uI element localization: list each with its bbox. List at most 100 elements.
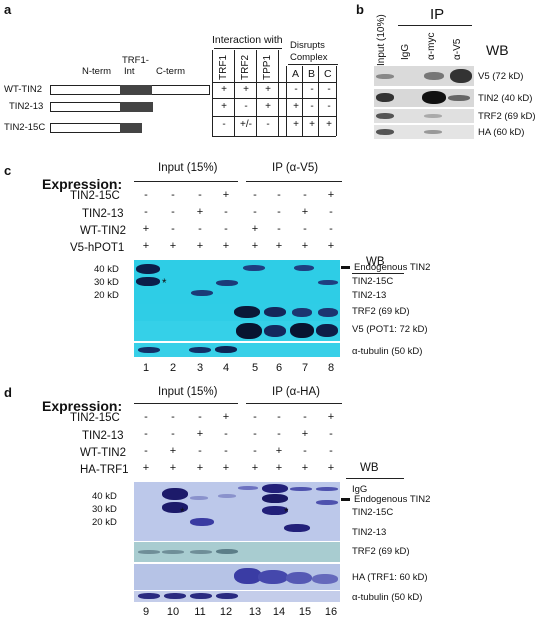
blot-d-tin2 xyxy=(134,482,340,541)
label-c-tubulin: α-tubulin (50 kD) xyxy=(352,346,423,357)
mw-20-d: 20 kD xyxy=(92,517,117,528)
nterm-label: N-term xyxy=(82,66,112,77)
expression-cell: - xyxy=(329,223,333,235)
mw-30-c: 30 kD xyxy=(94,277,119,288)
col-b: B xyxy=(308,68,316,80)
trf1-int-domain-13 xyxy=(120,102,153,112)
expression-cell: + xyxy=(196,206,204,218)
mw-20-c: 20 kD xyxy=(94,290,119,301)
table-a-cell: - xyxy=(244,101,248,112)
lane-number: 6 xyxy=(275,362,283,374)
col-c: C xyxy=(324,68,332,80)
ip-label-c: IP (α-V5) xyxy=(272,162,319,174)
row-label-c-wt: WT-TIN2 xyxy=(80,225,126,237)
table-a-cell: + xyxy=(293,101,299,112)
label-c-pot1: V5 (POT1: 72 kD) xyxy=(352,324,428,335)
trf1-int-domain-wt xyxy=(120,85,152,95)
row-label-d-wt: WT-TIN2 xyxy=(80,447,126,459)
lane-number: 16 xyxy=(324,606,338,618)
col-a: A xyxy=(292,68,300,80)
expression-cell: + xyxy=(222,240,230,252)
table-a-cell: - xyxy=(294,84,298,95)
lane-number: 2 xyxy=(169,362,177,374)
panel-c-label: c xyxy=(4,163,12,178)
table-a-cell: - xyxy=(310,84,314,95)
expression-cell: - xyxy=(303,223,307,235)
expression-cell: - xyxy=(224,223,228,235)
expression-cell: - xyxy=(171,223,175,235)
table-a-cell: + xyxy=(221,101,227,112)
expression-cell: - xyxy=(171,189,175,201)
table-a-cell: - xyxy=(327,84,331,95)
row-label-c-13: TIN2-13 xyxy=(82,208,124,220)
disrupts-header-2: Complex xyxy=(290,52,328,63)
input-label-d: Input (15%) xyxy=(158,386,218,398)
expression-cell: + xyxy=(301,428,309,440)
expression-cell: + xyxy=(251,223,259,235)
expression-cell: - xyxy=(171,428,175,440)
label-d-endog: Endogenous TIN2 xyxy=(354,494,431,505)
lane-number: 14 xyxy=(272,606,286,618)
panel-d-label: d xyxy=(4,385,12,400)
expression-cell: - xyxy=(198,189,202,201)
table-a-cell: + xyxy=(221,84,227,95)
label-d-tubulin: α-tubulin (50 kD) xyxy=(352,592,423,603)
expression-cell: - xyxy=(198,411,202,423)
expression-cell: + xyxy=(196,428,204,440)
lane-number: 15 xyxy=(298,606,312,618)
wb-label-b: WB xyxy=(486,42,509,58)
expression-cell: - xyxy=(198,445,202,457)
lane-igg: IgG xyxy=(400,43,411,60)
expression-cell: - xyxy=(253,206,257,218)
lane-number: 3 xyxy=(196,362,204,374)
blot-d-trf2 xyxy=(134,542,340,562)
expression-cell: - xyxy=(198,223,202,235)
expression-cell: + xyxy=(196,240,204,252)
expression-cell: + xyxy=(169,462,177,474)
table-a-cell: - xyxy=(222,119,226,130)
blot-c-tubulin xyxy=(134,343,340,357)
label-c-trf2: TRF2 (69 kD) xyxy=(352,306,410,317)
blot-b-ha xyxy=(374,125,474,139)
row-label-c-15c: TIN2-15C xyxy=(70,190,120,202)
row-label-c-pot1: V5-hPOT1 xyxy=(70,242,125,254)
label-d-trf1: HA (TRF1: 60 kD) xyxy=(352,572,428,583)
lane-number: 1 xyxy=(142,362,150,374)
blot-b-tin2-label: TIN2 (40 kD) xyxy=(478,93,533,104)
lane-number: 5 xyxy=(251,362,259,374)
row-label-d-13: TIN2-13 xyxy=(82,430,124,442)
col-trf2: TRF2 xyxy=(240,55,251,80)
table-a-cell: + xyxy=(293,119,299,130)
expression-cell: - xyxy=(329,428,333,440)
expression-cell: + xyxy=(142,223,150,235)
expression-cell: + xyxy=(327,189,335,201)
expression-cell: - xyxy=(329,206,333,218)
input-label-c: Input (15%) xyxy=(158,162,218,174)
label-c-15c: TIN2-15C xyxy=(352,276,394,287)
expression-cell: - xyxy=(303,411,307,423)
row-label-d-trf1: HA-TRF1 xyxy=(80,464,129,476)
lane-number: 12 xyxy=(219,606,233,618)
expression-cell: - xyxy=(171,206,175,218)
lane-number: 11 xyxy=(194,606,206,618)
expression-cell: + xyxy=(169,240,177,252)
panel-b-label: b xyxy=(356,2,364,17)
expression-cell: - xyxy=(144,428,148,440)
mw-40-c: 40 kD xyxy=(94,264,119,275)
lane-number: 7 xyxy=(301,362,309,374)
table-a-cell: - xyxy=(266,119,270,130)
expression-cell: - xyxy=(253,189,257,201)
expression-cell: + xyxy=(327,240,335,252)
expression-cell: - xyxy=(144,189,148,201)
expression-cell: - xyxy=(277,223,281,235)
expression-cell: + xyxy=(301,206,309,218)
table-a-cell: + xyxy=(309,119,315,130)
expression-cell: + xyxy=(275,445,283,457)
blot-d-trf1 xyxy=(134,564,340,590)
table-a-cell: + xyxy=(243,84,249,95)
expression-cell: - xyxy=(277,411,281,423)
mw-40-d: 40 kD xyxy=(92,491,117,502)
expression-cell: - xyxy=(144,445,148,457)
expression-cell: + xyxy=(222,189,230,201)
expression-cell: - xyxy=(224,206,228,218)
